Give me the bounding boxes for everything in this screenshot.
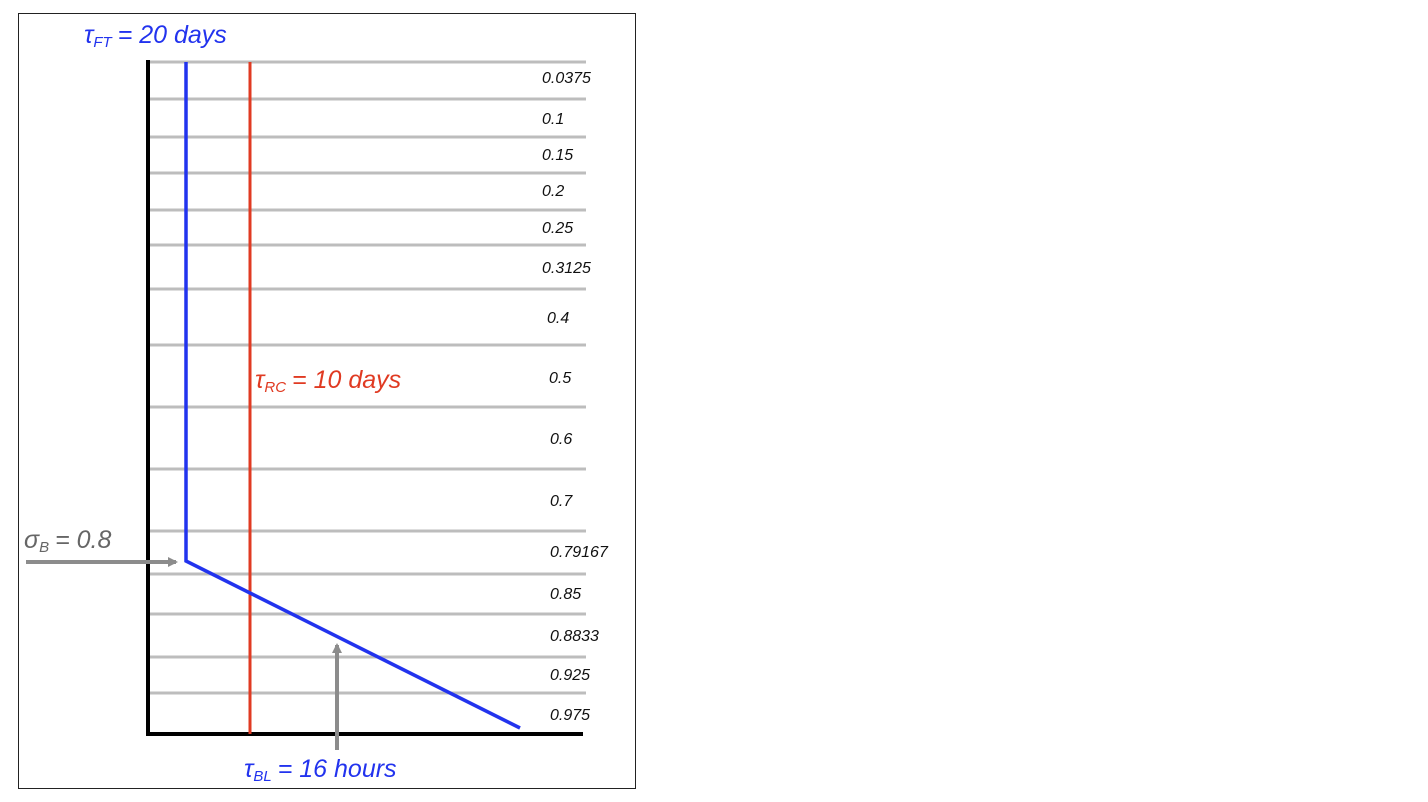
level-label: 0.8833 [550,628,599,645]
tau-ft-subscript: FT [93,34,113,51]
tau-bl-label: τBL = 16 hours [244,755,397,785]
tau-bl-value: = 16 hours [278,755,397,783]
level-label: 0.6 [550,431,572,448]
level-label: 0.85 [550,586,581,603]
tau-ft-value: = 20 days [118,21,227,49]
gridlines [148,60,586,695]
tau-rc-label: τRC = 10 days [255,366,401,396]
sigma-b-symbol: σ [24,526,40,554]
figure-frame [18,13,636,789]
level-label: 0.15 [542,147,573,164]
level-label: 0.1 [542,111,564,128]
level-label: 0.3125 [542,260,591,277]
sigma-b-label: σB = 0.8 [24,526,111,556]
tau-ft-label: τFT = 20 days [84,21,227,51]
level-label: 0.0375 [542,70,591,87]
tau-rc-subscript: RC [264,379,286,396]
sigma-b-value: = 0.8 [55,526,111,554]
level-label: 0.5 [549,370,571,387]
tau-rc-symbol: τ [255,366,266,394]
level-label: 0.79167 [550,544,609,561]
sigma-b-subscript: B [39,539,49,556]
tau-ft-bl-path [184,62,521,730]
level-labels: 0.0375 0.1 0.15 0.2 0.25 0.3125 0.4 0.5 … [542,70,609,724]
tau-bl-subscript: BL [253,768,271,785]
tau-bl-symbol: τ [244,755,255,783]
level-label: 0.925 [550,667,590,684]
level-label: 0.25 [542,220,573,237]
tau-ft-symbol: τ [84,21,95,49]
level-label: 0.975 [550,707,590,724]
level-label: 0.4 [547,310,569,327]
tau-rc-value: = 10 days [292,366,401,394]
level-label: 0.7 [550,493,573,510]
level-label: 0.2 [542,183,564,200]
